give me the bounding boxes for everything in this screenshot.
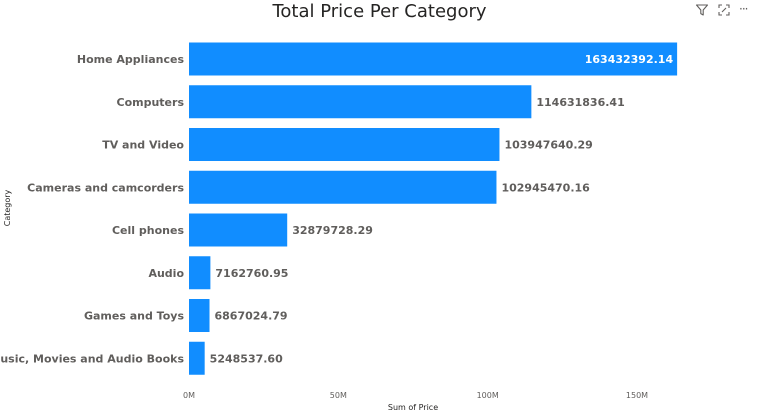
bar[interactable] (189, 299, 210, 332)
x-tick-label: 50M (330, 391, 347, 400)
bar[interactable] (189, 256, 211, 290)
focus-mode-icon[interactable] (717, 3, 731, 17)
category-label: Music, Movies and Audio Books (0, 352, 184, 365)
bar[interactable] (189, 170, 497, 204)
bar[interactable] (189, 128, 500, 161)
data-label: 5248537.60 (210, 352, 283, 365)
more-options-icon[interactable]: ··· (739, 2, 748, 16)
category-label: Games and Toys (84, 310, 184, 323)
category-label: Audio (148, 267, 184, 280)
bar[interactable] (189, 85, 532, 119)
x-tick-label: 100M (477, 391, 499, 400)
filter-icon[interactable] (695, 3, 709, 17)
chart-title: Total Price Per Category (272, 1, 487, 22)
data-label: 6867024.79 (215, 310, 288, 323)
x-tick-label: 0M (183, 391, 195, 400)
data-label: 103947640.29 (504, 139, 592, 152)
visual-header: ··· (695, 2, 755, 18)
bar[interactable] (189, 213, 288, 247)
x-tick-label: 150M (626, 391, 648, 400)
y-axis-title: Category (3, 189, 12, 226)
category-label: TV and Video (102, 139, 184, 152)
bar[interactable] (189, 42, 678, 76)
category-label: Home Appliances (77, 53, 185, 66)
data-label: 7162760.95 (215, 267, 288, 280)
data-label: 163432392.14 (585, 53, 674, 66)
data-label: 114631836.41 (536, 96, 624, 109)
data-label: 102945470.16 (501, 181, 590, 194)
category-label: Cell phones (112, 224, 184, 237)
category-label: Cameras and camcorders (27, 181, 184, 194)
bar[interactable] (189, 341, 205, 375)
data-label: 32879728.29 (292, 224, 373, 237)
category-label: Computers (117, 96, 185, 109)
x-axis-title: Sum of Price (388, 403, 438, 412)
